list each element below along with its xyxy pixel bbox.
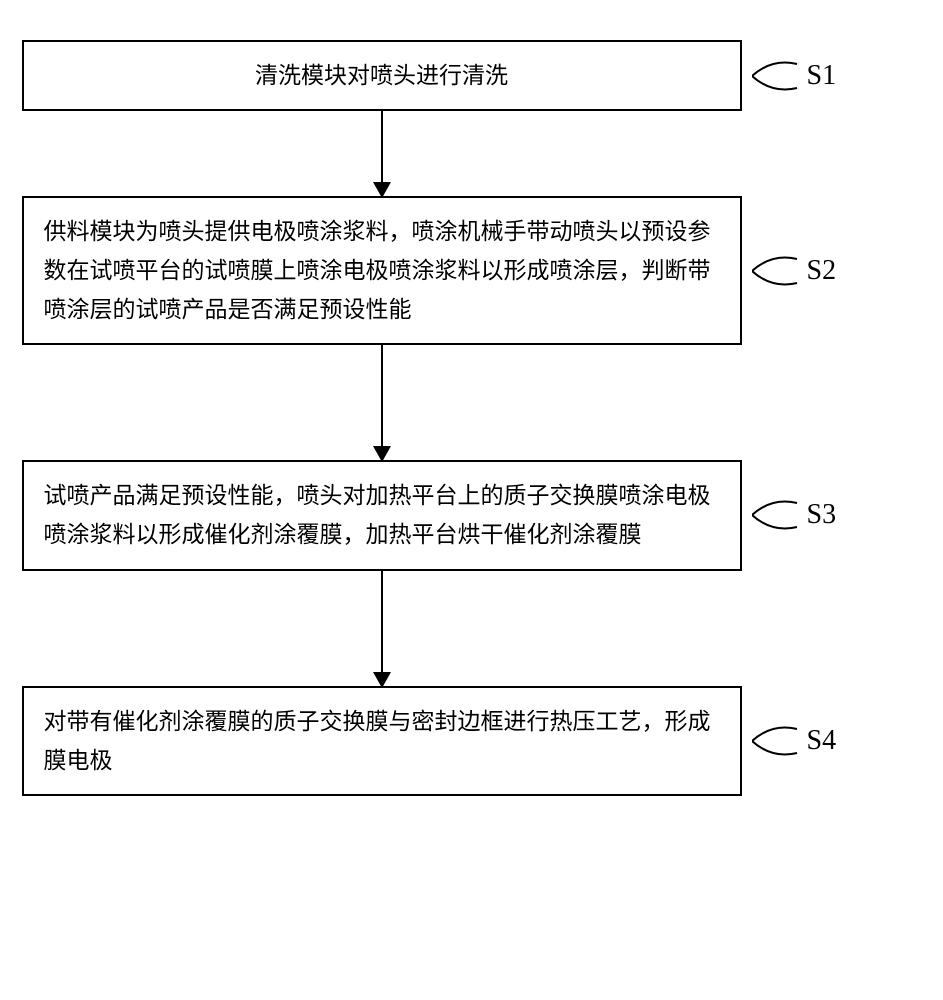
step-box-s2: 供料模块为喷头提供电极喷涂浆料，喷涂机械手带动喷头以预设参数在试喷平台的试喷膜上… [22,196,742,345]
step-text: 供料模块为喷头提供电极喷涂浆料，喷涂机械手带动喷头以预设参数在试喷平台的试喷膜上… [44,219,711,322]
step-label: S2 [802,255,837,287]
step-label: S4 [802,725,837,757]
arrow-row-3 [22,571,922,686]
curve-icon [752,721,802,761]
arrow-down-icon [381,571,383,686]
curve-icon [752,251,802,291]
step-row-s2: 供料模块为喷头提供电极喷涂浆料，喷涂机械手带动喷头以预设参数在试喷平台的试喷膜上… [22,196,922,345]
step-text: 对带有催化剂涂覆膜的质子交换膜与密封边框进行热压工艺，形成膜电极 [44,709,711,773]
connector-s2: S2 [742,196,837,345]
step-text: 试喷产品满足预设性能，喷头对加热平台上的质子交换膜喷涂电极喷涂浆料以形成催化剂涂… [44,483,711,547]
arrow-down-icon [381,345,383,460]
step-box-s4: 对带有催化剂涂覆膜的质子交换膜与密封边框进行热压工艺，形成膜电极 [22,686,742,796]
arrow-row-2 [22,345,922,460]
flowchart-container: 清洗模块对喷头进行清洗 S1 供料模块为喷头提供电极喷涂浆料，喷涂机械手带动喷头… [22,40,922,796]
curve-icon [752,495,802,535]
connector-s4: S4 [742,686,837,796]
step-row-s1: 清洗模块对喷头进行清洗 S1 [22,40,922,111]
connector-s1: S1 [742,40,837,111]
step-row-s3: 试喷产品满足预设性能，喷头对加热平台上的质子交换膜喷涂电极喷涂浆料以形成催化剂涂… [22,460,922,570]
curve-icon [752,56,802,96]
connector-s3: S3 [742,460,837,570]
arrow-row-1 [22,111,922,196]
step-row-s4: 对带有催化剂涂覆膜的质子交换膜与密封边框进行热压工艺，形成膜电极 S4 [22,686,922,796]
step-label: S1 [802,60,837,92]
arrow-down-icon [381,111,383,196]
step-box-s3: 试喷产品满足预设性能，喷头对加热平台上的质子交换膜喷涂电极喷涂浆料以形成催化剂涂… [22,460,742,570]
step-box-s1: 清洗模块对喷头进行清洗 [22,40,742,111]
step-label: S3 [802,499,837,531]
step-text: 清洗模块对喷头进行清洗 [255,63,508,88]
